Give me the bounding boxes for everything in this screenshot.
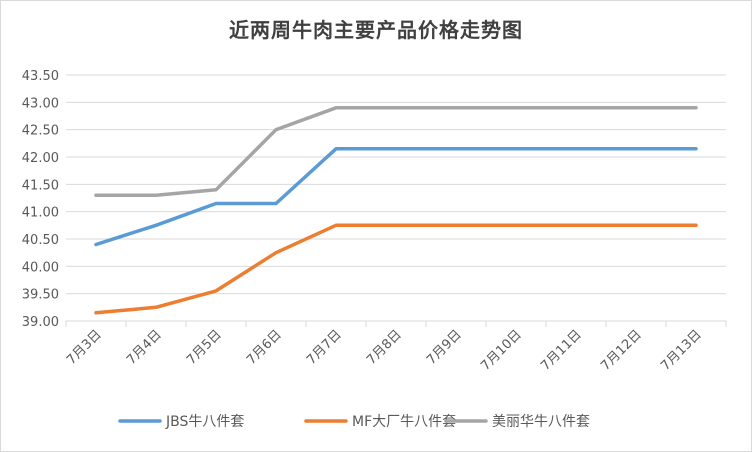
x-tick-label: 7月8日	[364, 327, 405, 368]
y-tick-label: 40.00	[22, 260, 59, 275]
y-tick-label: 40.50	[22, 233, 59, 248]
series-line-1	[94, 147, 698, 247]
series-line-3	[94, 106, 698, 198]
x-tick-label: 7月5日	[184, 327, 225, 368]
y-tick-label: 43.50	[22, 69, 59, 84]
x-tick-label: 7月10日	[478, 327, 525, 374]
y-tick-label: 41.50	[22, 178, 59, 193]
legend-label: 美丽华牛八件套	[492, 414, 590, 430]
x-tick-label: 7月6日	[244, 327, 285, 368]
series-line-2	[94, 223, 698, 315]
x-tick-label: 7月9日	[424, 327, 465, 368]
y-tick-label: 39.00	[22, 315, 59, 330]
x-tick-label: 7月13日	[658, 327, 705, 374]
y-tick-label: 42.00	[22, 151, 59, 166]
x-tick-label: 7月4日	[124, 327, 165, 368]
x-tick-label: 7月7日	[304, 327, 345, 368]
y-tick-label: 42.50	[22, 124, 59, 139]
legend-label: JBS牛八件套	[165, 414, 244, 430]
chart-title: 近两周牛肉主要产品价格走势图	[229, 18, 523, 42]
y-tick-label: 41.00	[22, 206, 59, 221]
x-tick-label: 7月3日	[64, 327, 105, 368]
x-tick-label: 7月11日	[538, 327, 585, 374]
x-tick-label: 7月12日	[598, 327, 645, 374]
y-tick-label: 39.50	[22, 288, 59, 303]
legend-label: MF大厂牛八件套	[352, 414, 456, 430]
y-tick-label: 43.00	[22, 96, 59, 111]
